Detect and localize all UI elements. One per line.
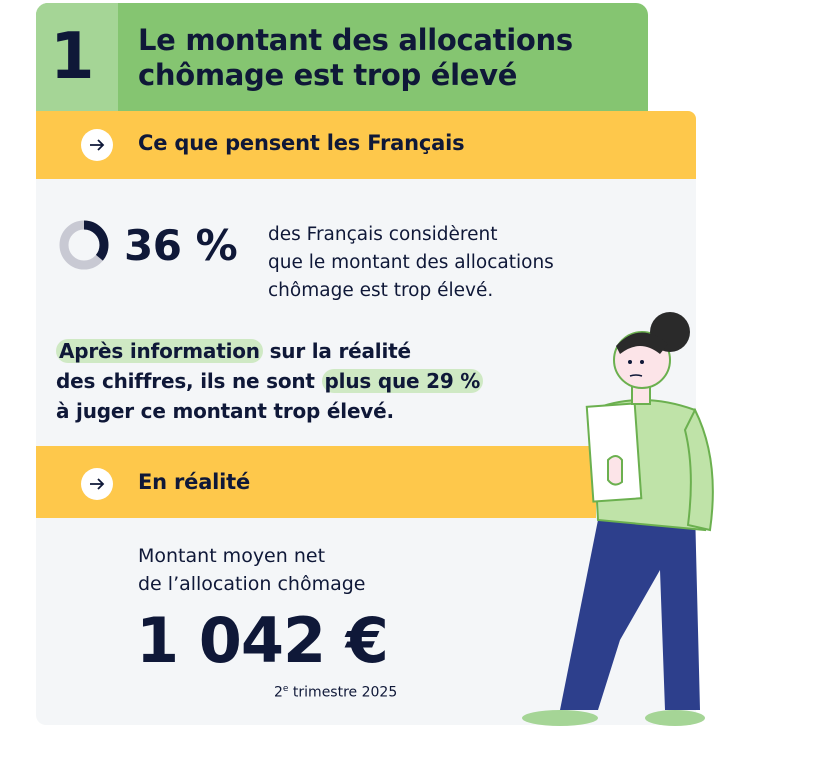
period-rest: trimestre 2025 bbox=[288, 684, 398, 701]
page-title: Le montant des allocations chômage est t… bbox=[138, 23, 573, 93]
infographic-card: 1 Le montant des allocations chômage est… bbox=[36, 3, 696, 725]
stat-value: 36 % bbox=[124, 221, 238, 270]
label-line: de l’allocation chômage bbox=[138, 573, 366, 595]
period-num: 2 bbox=[274, 684, 283, 701]
header: 1 Le montant des allocations chômage est… bbox=[36, 3, 648, 113]
arrow-right-icon bbox=[81, 468, 113, 500]
title-line-2: chômage est trop élevé bbox=[138, 58, 518, 92]
section-heading: En réalité bbox=[138, 470, 251, 494]
title-line-1: Le montant des allocations bbox=[138, 23, 573, 57]
section-band-opinion: Ce que pensent les Français bbox=[36, 111, 696, 179]
woman-illustration bbox=[522, 312, 714, 726]
item-number: 1 bbox=[50, 20, 95, 94]
period-sup: e bbox=[282, 684, 289, 694]
arrow-right-icon bbox=[81, 129, 113, 161]
amount-value: 1 042 € bbox=[136, 604, 389, 677]
desc-line: que le montant des allocations bbox=[268, 252, 554, 273]
after-information-text: Après information sur la réalité des chi… bbox=[56, 336, 484, 426]
text-span: à juger ce montant trop élevé. bbox=[56, 399, 394, 423]
label-line: Montant moyen net bbox=[138, 545, 326, 567]
number-column: 1 bbox=[36, 3, 118, 113]
opinion-panel: 36 % des Français considèrent que le mon… bbox=[36, 179, 696, 446]
donut-chart-icon bbox=[59, 220, 109, 270]
section-band-reality: En réalité bbox=[36, 446, 596, 518]
amount-label: Montant moyen net de l’allocation chômag… bbox=[138, 542, 365, 598]
highlight: Après information bbox=[56, 339, 263, 363]
highlight: plus que 29 % bbox=[321, 369, 484, 393]
stat-description: des Français considèrent que le montant … bbox=[268, 221, 554, 305]
section-heading: Ce que pensent les Français bbox=[138, 131, 465, 155]
period-label: 2e trimestre 2025 bbox=[274, 684, 397, 701]
text-span: des chiffres, ils ne sont bbox=[56, 369, 322, 393]
desc-line: chômage est trop élevé. bbox=[268, 280, 494, 301]
text-span: sur la réalité bbox=[262, 339, 411, 363]
desc-line: des Français considèrent bbox=[268, 224, 498, 245]
